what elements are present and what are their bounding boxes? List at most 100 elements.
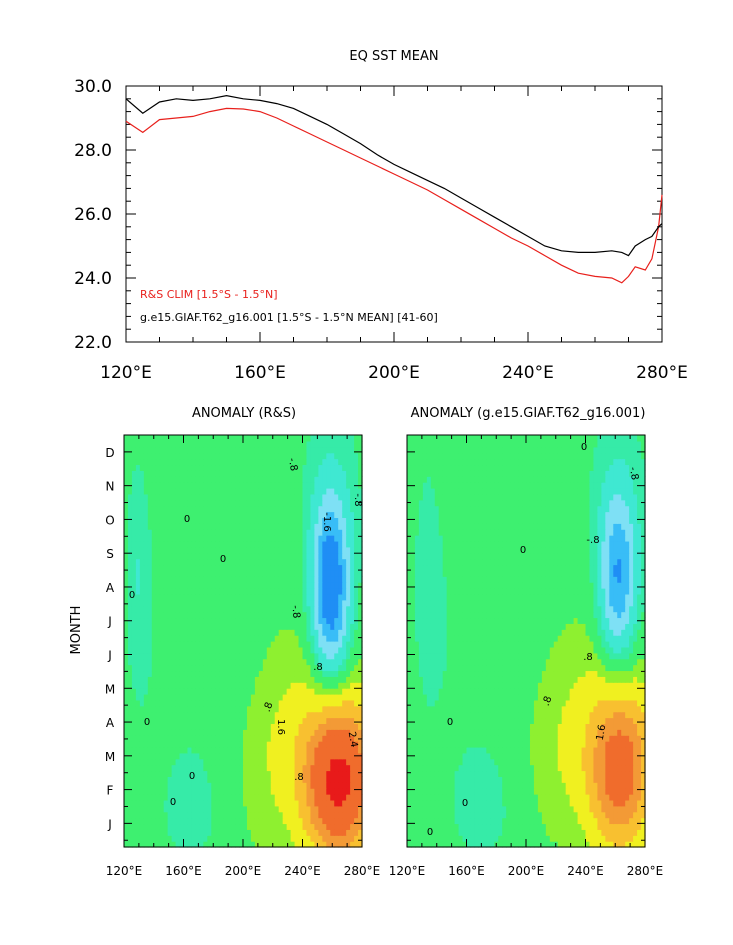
heatmap-cell xyxy=(131,652,137,660)
heatmap-cell xyxy=(298,546,304,554)
heatmap-cell xyxy=(235,835,240,842)
heatmap-cell xyxy=(278,476,284,483)
heatmap-cell xyxy=(187,482,193,489)
heatmap-cell xyxy=(147,817,153,825)
heatmap-cell xyxy=(223,623,228,630)
heatmap-cell xyxy=(310,782,315,789)
heatmap-cell xyxy=(318,540,323,548)
heatmap-cell xyxy=(163,611,169,619)
heatmap-cell xyxy=(231,635,236,642)
heatmap-cell xyxy=(407,823,412,830)
heatmap-cell xyxy=(223,705,228,713)
heatmap-cell xyxy=(310,841,315,848)
heatmap-cell xyxy=(207,605,212,613)
heatmap-cell xyxy=(124,693,129,701)
heatmap-cell xyxy=(191,670,196,677)
heatmap-cell xyxy=(143,576,149,583)
heatmap-cell xyxy=(322,688,327,695)
heatmap-cell xyxy=(290,446,296,454)
heatmap-cell xyxy=(175,729,181,736)
heatmap-cell xyxy=(338,705,343,713)
heatmap-cell xyxy=(326,482,331,489)
heatmap-cell xyxy=(334,652,339,660)
heatmap-cell xyxy=(282,558,288,566)
heatmap-cell xyxy=(124,599,129,607)
heatmap-cell xyxy=(167,635,173,642)
heatmap-cell xyxy=(286,746,292,754)
heatmap-cell xyxy=(330,611,335,619)
heatmap-cell xyxy=(314,670,319,677)
heatmap-cell xyxy=(298,723,304,730)
heatmap-cell xyxy=(358,817,363,825)
heatmap-cell xyxy=(266,835,272,842)
heatmap-cell xyxy=(211,570,216,577)
heatmap-cell xyxy=(314,794,319,801)
heatmap-cell xyxy=(306,535,312,542)
heatmap-cell xyxy=(215,570,220,577)
heatmap-cell xyxy=(179,664,185,672)
heatmap-cell xyxy=(270,723,276,730)
heatmap-cell xyxy=(557,835,563,842)
heatmap-cell xyxy=(334,723,339,730)
heatmap-cell xyxy=(235,458,240,466)
heatmap-cell xyxy=(314,829,319,836)
heatmap-cell xyxy=(502,794,507,801)
heatmap-cell xyxy=(254,682,260,689)
heatmap-cell xyxy=(274,641,280,648)
heatmap-cell xyxy=(298,646,304,654)
heatmap-cell xyxy=(219,440,224,448)
heatmap-cell xyxy=(306,693,312,701)
heatmap-cell xyxy=(318,487,323,495)
heatmap-cell xyxy=(326,788,331,795)
heatmap-cell xyxy=(135,646,141,654)
heatmap-cell xyxy=(266,770,272,777)
heatmap-cell xyxy=(147,682,153,689)
heatmap-cell xyxy=(298,611,304,619)
heatmap-cell xyxy=(246,741,252,748)
heatmap-cell xyxy=(195,599,200,607)
heatmap-cell xyxy=(243,752,248,760)
heatmap-cell xyxy=(302,811,308,819)
heatmap-cell xyxy=(302,652,308,660)
heatmap-cell xyxy=(223,823,228,830)
heatmap-cell xyxy=(322,558,327,566)
heatmap-cell xyxy=(147,552,153,560)
heatmap-cell xyxy=(282,470,288,477)
heatmap-cell xyxy=(541,823,547,830)
heatmap-cell xyxy=(219,499,224,507)
heatmap-cell xyxy=(203,717,208,724)
heatmap-cell xyxy=(541,835,547,842)
heatmap-cell xyxy=(235,464,240,471)
heatmap-cell xyxy=(243,699,248,707)
heatmap-cell xyxy=(231,788,236,795)
heatmap-cell xyxy=(266,646,272,654)
heatmap-cell xyxy=(179,817,185,825)
heatmap-cell xyxy=(274,676,280,683)
heatmap-cell xyxy=(239,605,244,613)
heatmap-cell xyxy=(147,835,153,842)
heatmap-cell xyxy=(124,682,129,689)
heatmap-cell xyxy=(231,811,236,819)
heatmap-cell xyxy=(338,805,343,813)
y-tick-label: D xyxy=(105,446,114,460)
heatmap-cell xyxy=(227,829,232,836)
x-tick-label: 160°E xyxy=(165,864,202,878)
heatmap-cell xyxy=(223,799,228,807)
heatmap-cell xyxy=(306,505,312,513)
heatmap-cell xyxy=(466,811,472,819)
x-tick-label: 240°E xyxy=(284,864,321,878)
heatmap-cell xyxy=(147,664,153,672)
heatmap-cell xyxy=(338,487,343,495)
heatmap-cell xyxy=(565,811,571,819)
heatmap-cell xyxy=(207,764,212,772)
heatmap-cell xyxy=(318,646,323,654)
heatmap-cell xyxy=(262,688,268,695)
heatmap-cell xyxy=(302,535,308,542)
heatmap-cell xyxy=(199,817,204,825)
heatmap-cell xyxy=(167,770,173,777)
heatmap-cell xyxy=(621,811,626,819)
heatmap-cell xyxy=(266,493,272,501)
heatmap-cell xyxy=(187,588,193,595)
heatmap-cell xyxy=(266,705,272,713)
